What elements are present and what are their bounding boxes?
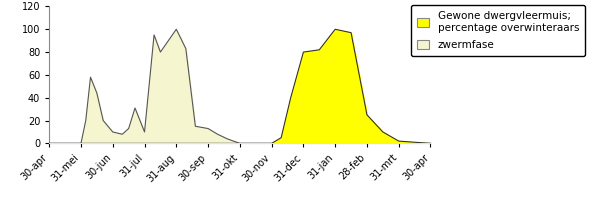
Legend: Gewone dwergvleermuis;
percentage overwinteraars, zwermfase: Gewone dwergvleermuis; percentage overwi…	[411, 5, 585, 56]
